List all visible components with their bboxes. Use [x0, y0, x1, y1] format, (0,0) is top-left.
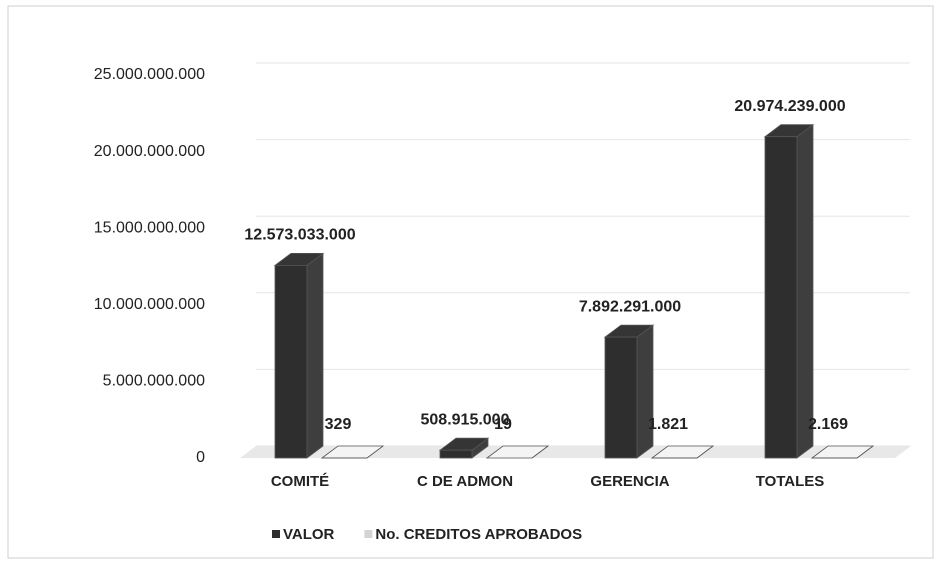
y-tick-label: 15.000.000.000: [94, 219, 205, 236]
data-label: 7.892.291.000: [579, 298, 681, 315]
y-tick-label: 0: [196, 449, 205, 466]
data-label: 20.974.239.000: [734, 98, 845, 115]
bar-face: [274, 264, 308, 459]
bar-face: [439, 449, 473, 459]
bar-face: [796, 123, 814, 459]
data-label: 2.169: [808, 416, 848, 433]
bar-face: [636, 324, 654, 459]
legend-label: VALOR: [283, 526, 335, 543]
bar-face: [764, 136, 798, 459]
x-tick-label: GERENCIA: [590, 473, 669, 490]
legend-label: No. CREDITOS APROBADOS: [375, 526, 582, 543]
y-tick-label: 5.000.000.000: [103, 373, 205, 390]
y-tick-label: 20.000.000.000: [94, 143, 205, 160]
legend-swatch: [364, 530, 373, 538]
floor: [240, 446, 911, 458]
y-tick-label: 10.000.000.000: [94, 296, 205, 313]
bar: [650, 445, 715, 459]
bar: [603, 324, 655, 459]
bar: [763, 123, 815, 459]
data-label: 508.915.000: [421, 411, 510, 428]
y-tick-label: 25.000.000.000: [94, 66, 205, 83]
legend-swatch: [272, 530, 280, 538]
bar-face: [604, 336, 638, 459]
bar: [485, 445, 550, 459]
x-tick-label: C DE ADMON: [417, 473, 513, 490]
bar: [320, 445, 385, 459]
data-label: 329: [325, 416, 352, 433]
data-label: 12.573.033.000: [244, 227, 355, 244]
x-tick-label: TOTALES: [756, 473, 825, 490]
x-tick-label: COMITÉ: [271, 473, 329, 490]
data-label: 19: [494, 416, 512, 433]
bar: [810, 445, 875, 459]
bar: [438, 437, 490, 459]
bar-face: [485, 445, 550, 459]
bar-face: [306, 252, 324, 459]
data-label: 1.821: [648, 416, 688, 433]
bar: [273, 252, 325, 459]
